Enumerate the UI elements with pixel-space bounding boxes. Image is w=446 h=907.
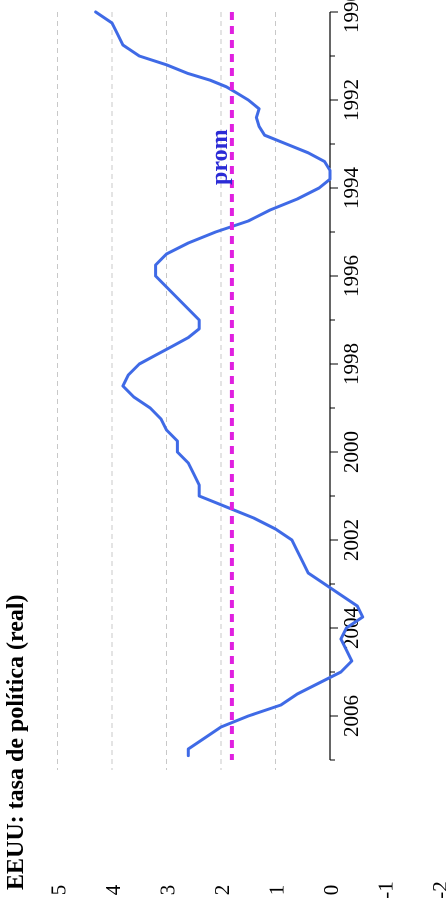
y-tick-label: -1: [374, 881, 398, 899]
y-tick-label: 1: [265, 885, 289, 896]
x-tick-label: 2002: [339, 519, 363, 561]
y-tick-label: 5: [47, 885, 71, 896]
x-tick-label: 2000: [339, 431, 363, 473]
plot-area: prom: [94, 10, 365, 760]
y-tick-label: 2: [210, 885, 234, 896]
annotation-prom: prom: [207, 129, 233, 185]
grid-lines: [57, 12, 276, 770]
x-tick-label: 1994: [339, 167, 363, 210]
x-tick-label: 2006: [339, 695, 363, 737]
x-tick-label: 1990: [339, 0, 363, 33]
x-tick-label: 1998: [339, 343, 363, 385]
x-tick-label: 1992: [339, 79, 363, 121]
y-tick-label: 0: [319, 885, 343, 896]
series-line: [94, 10, 365, 758]
y-tick-label: -2: [428, 881, 446, 899]
chart-title: EEUU: tasa de política (real): [3, 594, 29, 890]
y-tick-label: 3: [156, 885, 180, 896]
y-tick-label: 4: [101, 884, 125, 895]
x-tick-label: 1996: [339, 255, 363, 297]
y-axis-ticks: 5 4 3 2 1 0 -1 -2: [47, 881, 446, 899]
